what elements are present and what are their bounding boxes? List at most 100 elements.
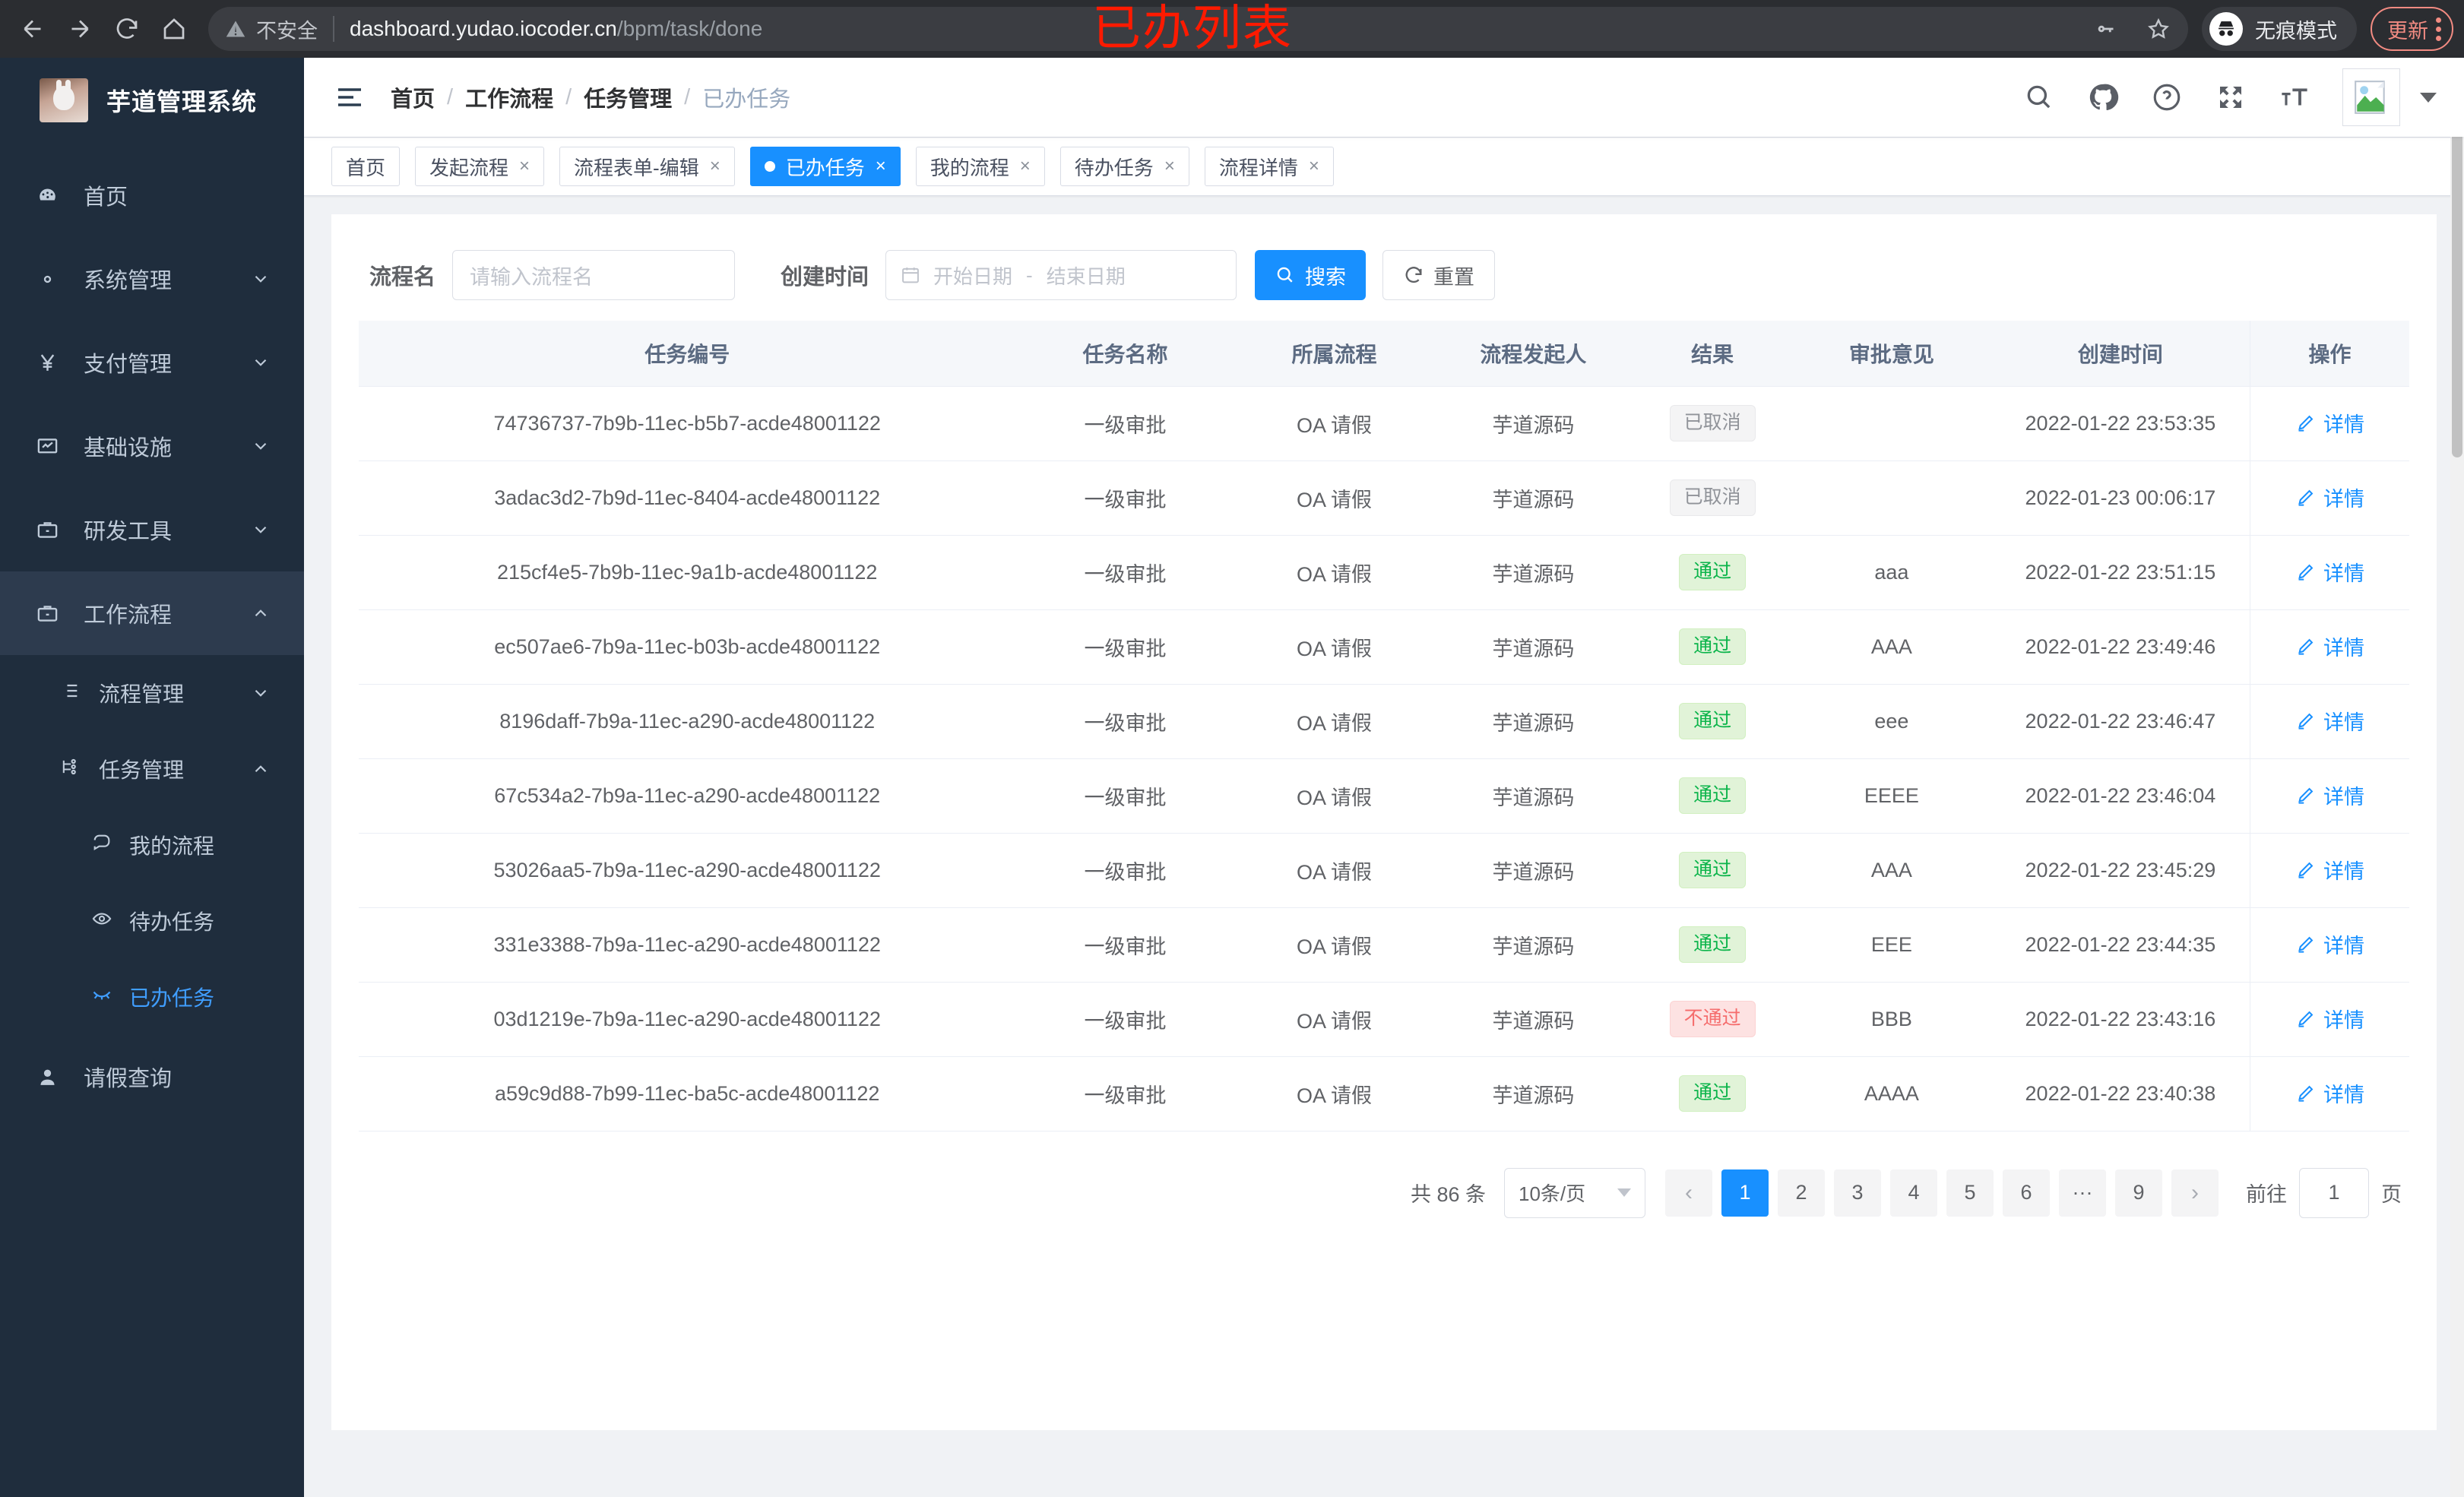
sidebar-item-devtools[interactable]: 研发工具	[0, 488, 304, 571]
font-size-icon[interactable]	[2279, 81, 2310, 113]
back-button[interactable]	[9, 5, 56, 52]
sidebar-item-workflow[interactable]: 工作流程	[0, 571, 304, 655]
home-button[interactable]	[150, 5, 198, 52]
prev-page-button[interactable]: ‹	[1665, 1169, 1712, 1217]
process-name-input[interactable]: 请输入流程名	[452, 250, 736, 300]
breadcrumb-item-1[interactable]: 工作流程	[465, 87, 554, 112]
detail-button[interactable]: 详情	[2295, 780, 2364, 810]
detail-button[interactable]: 详情	[2295, 631, 2364, 661]
sidebar-item-payment[interactable]: 支付管理	[0, 321, 304, 404]
password-key-icon[interactable]	[2094, 16, 2120, 42]
page-size-select[interactable]: 10条/页	[1504, 1167, 1645, 1218]
close-icon[interactable]: ×	[875, 156, 886, 176]
status-badge: 通过	[1679, 777, 1747, 814]
status-badge: 通过	[1679, 703, 1747, 739]
tab-form-edit[interactable]: 流程表单-编辑 ×	[559, 147, 735, 186]
cell-starter: 芋道源码	[1433, 535, 1633, 610]
page-button-3[interactable]: 3	[1834, 1169, 1881, 1217]
close-icon[interactable]: ×	[519, 156, 530, 176]
table-row: 53026aa5-7b9a-11ec-a290-acde48001122 一级审批…	[359, 833, 2409, 908]
page-button-4[interactable]: 4	[1890, 1169, 1937, 1217]
detail-button[interactable]: 详情	[2295, 408, 2364, 438]
chevron-down-icon[interactable]	[2420, 92, 2437, 103]
cell-created: 2022-01-23 00:06:17	[1991, 460, 2250, 536]
chrome-menu-icon[interactable]	[2436, 17, 2441, 41]
detail-button[interactable]: 详情	[2295, 483, 2364, 512]
tab-done-task[interactable]: 已办任务 ×	[749, 147, 901, 186]
sidebar-item-home[interactable]: 首页	[0, 153, 304, 237]
detail-button[interactable]: 详情	[2295, 557, 2364, 587]
scrollbar-thumb[interactable]	[2452, 62, 2462, 457]
cell-result: 通过	[1633, 684, 1792, 759]
detail-button[interactable]: 详情	[2295, 1004, 2364, 1033]
logo-image	[40, 78, 88, 122]
fullscreen-icon[interactable]	[2215, 81, 2247, 113]
tab-todo-task[interactable]: 待办任务 ×	[1059, 147, 1189, 186]
sidebar-item-infrastructure[interactable]: 基础设施	[0, 404, 304, 488]
close-icon[interactable]: ×	[1019, 156, 1031, 176]
github-icon[interactable]	[2087, 81, 2119, 113]
tab-my-process[interactable]: 我的流程 ×	[915, 147, 1045, 186]
tab-home[interactable]: 首页	[331, 147, 401, 186]
update-button[interactable]: 更新	[2371, 7, 2453, 51]
cell-task-id: 67c534a2-7b9a-11ec-a290-acde48001122	[359, 758, 1016, 834]
detail-button[interactable]: 详情	[2295, 1078, 2364, 1108]
tab-label: 已办任务	[785, 156, 865, 179]
sidebar-item-done-task[interactable]: 已办任务	[0, 959, 304, 1035]
detail-button[interactable]: 详情	[2295, 706, 2364, 736]
next-page-button[interactable]: ›	[2171, 1169, 2219, 1217]
tab-start-process[interactable]: 发起流程 ×	[415, 147, 545, 186]
close-icon[interactable]: ×	[1308, 156, 1319, 176]
reset-button[interactable]: 重置	[1382, 250, 1496, 300]
forward-button[interactable]	[56, 5, 103, 52]
cell-result: 通过	[1633, 833, 1792, 908]
sidebar-item-todo-task[interactable]: 待办任务	[0, 883, 304, 959]
page-ellipsis[interactable]: ···	[2059, 1169, 2106, 1217]
main-area: 首页 / 工作流程 / 任务管理 / 已办任务	[304, 58, 2464, 1497]
cell-opinion: AAA	[1791, 833, 1991, 908]
breadcrumb: 首页 / 工作流程 / 任务管理 / 已办任务	[391, 81, 790, 113]
cell-action: 详情	[2249, 460, 2409, 536]
search-icon[interactable]	[2023, 81, 2055, 113]
page-button-9[interactable]: 9	[2115, 1169, 2162, 1217]
sidebar-item-leave-query[interactable]: 请假查询	[0, 1035, 304, 1119]
page-button-5[interactable]: 5	[1946, 1169, 1994, 1217]
sidebar-item-task-mgmt[interactable]: 任务管理	[0, 731, 304, 807]
page-button-6[interactable]: 6	[2003, 1169, 2050, 1217]
close-icon[interactable]: ×	[709, 156, 721, 176]
breadcrumb-item-2[interactable]: 任务管理	[584, 87, 673, 112]
reload-button[interactable]	[103, 5, 150, 52]
date-range-picker[interactable]: 开始日期 - 结束日期	[885, 250, 1237, 300]
tab-process-detail[interactable]: 流程详情 ×	[1204, 147, 1334, 186]
close-icon[interactable]: ×	[1164, 156, 1175, 176]
cell-task-name: 一级审批	[1015, 758, 1235, 834]
detail-button[interactable]: 详情	[2295, 855, 2364, 885]
table-row: a59c9d88-7b99-11ec-ba5c-acde48001122 一级审批…	[359, 1056, 2409, 1131]
help-icon[interactable]	[2151, 81, 2183, 113]
sidebar-item-system[interactable]: 系统管理	[0, 237, 304, 321]
sidebar-item-my-process[interactable]: 我的流程	[0, 807, 304, 883]
total-count-label: 共 86 条	[1410, 1183, 1486, 1206]
hamburger-icon[interactable]	[334, 82, 365, 112]
cell-action: 详情	[2249, 907, 2409, 983]
cell-starter: 芋道源码	[1433, 982, 1633, 1057]
avatar[interactable]	[2342, 68, 2400, 126]
sidebar-logo[interactable]: 芋道管理系统	[0, 58, 304, 143]
search-button[interactable]: 搜索	[1255, 250, 1367, 300]
jump-page-input[interactable]: 1	[2299, 1167, 2369, 1218]
incognito-indicator[interactable]: 无痕模式	[2202, 7, 2357, 51]
cell-created: 2022-01-22 23:49:46	[1991, 609, 2250, 685]
content-area: 流程名 请输入流程名 创建时间 开始日期 - 结束日期 搜索	[304, 196, 2464, 1430]
edit-icon	[2298, 787, 2314, 804]
cell-opinion: EEEE	[1791, 758, 1991, 834]
address-bar[interactable]: 不安全 dashboard.yudao.iocoder.cn/bpm/task/…	[208, 7, 2188, 51]
logo-title: 芋道管理系统	[106, 88, 258, 116]
bookmark-star-icon[interactable]	[2146, 16, 2171, 42]
page-scrollbar[interactable]	[2450, 58, 2464, 1497]
page-button-1[interactable]: 1	[1721, 1169, 1769, 1217]
detail-button[interactable]: 详情	[2295, 929, 2364, 959]
breadcrumb-item-0[interactable]: 首页	[391, 87, 435, 112]
page-button-2[interactable]: 2	[1778, 1169, 1825, 1217]
sidebar-item-process-mgmt[interactable]: 流程管理	[0, 655, 304, 731]
cell-task-name: 一级审批	[1015, 907, 1235, 983]
